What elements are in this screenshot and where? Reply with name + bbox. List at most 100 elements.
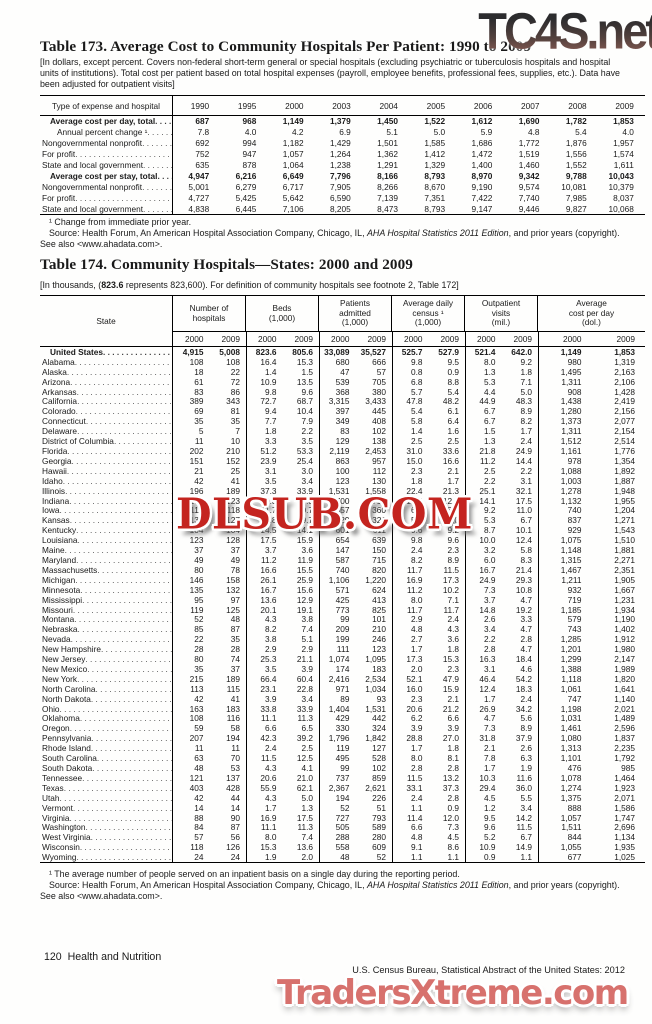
state-row: Alabama 108 108 16.4 15.3 680 666 9.8 9.… [40, 357, 645, 367]
state-row: North Dakota 42 41 3.9 3.4 89 93 2.3 2.1… [40, 694, 645, 704]
cell: 20.6 [392, 704, 429, 714]
cell: 215 [189, 673, 204, 684]
cell: 1,543 [614, 525, 635, 536]
state-row: Oklahoma 108 116 11.1 11.3 429 442 6.2 6… [40, 713, 645, 723]
cell: 147 [319, 545, 356, 555]
state-label-cell: Iowa [40, 505, 173, 516]
cell: 9,827 [565, 203, 587, 214]
state-label-cell: Idaho [40, 475, 173, 486]
dot-leader [65, 486, 172, 496]
cell: 7.3 [465, 585, 502, 595]
cell: 8,970 [471, 170, 493, 181]
cell: 639 [372, 535, 386, 546]
cell: 10,379 [608, 181, 634, 192]
cell: 1,782 [565, 116, 587, 127]
cell: 33.9 [296, 485, 313, 496]
cell: 15.9 [296, 535, 313, 546]
cell: 1.3 [465, 367, 502, 377]
cell: 26.9 [465, 704, 502, 714]
cell: 2,154 [614, 426, 635, 437]
cell: 428 [226, 782, 240, 793]
cell: 1,686 [471, 138, 493, 149]
cell: 2,271 [614, 554, 635, 565]
cell: 15.9 [442, 683, 459, 694]
cell: 4.3 [246, 614, 283, 624]
cell: 2,534 [365, 673, 386, 684]
cell: 1,586 [614, 802, 635, 813]
row-label-cell: Average cost per day, total [40, 116, 173, 127]
cell: 2.4 [392, 545, 429, 555]
cell: 9.2 [447, 525, 459, 536]
dot-leader [72, 456, 172, 466]
cell: 1,003 [538, 476, 592, 486]
state-row: Mississippi 95 97 13.6 12.9 425 413 8.0 … [40, 595, 645, 605]
state-name: Wisconsin [42, 842, 80, 853]
cell: 3.4 [465, 624, 502, 634]
cell: 1,404 [319, 704, 356, 714]
cell: 1,531 [365, 703, 386, 714]
cell: 47.8 [392, 396, 429, 406]
state-label-cell: Indiana [40, 495, 173, 506]
state-label-cell: Minnesota [40, 584, 173, 595]
cell: 21.4 [515, 564, 532, 575]
cell: 8.1 [447, 753, 459, 764]
cell: 66.4 [246, 674, 283, 684]
cell: 86 [230, 386, 240, 397]
cell: 8,205 [329, 203, 351, 214]
dot-leader [91, 733, 172, 743]
cell: 2.0 [301, 852, 313, 863]
cell: 17.5 [246, 535, 283, 545]
cell: 1,472 [471, 149, 493, 160]
cell: 56 [230, 832, 240, 843]
cell: 7.1 [447, 594, 459, 605]
cell: 1,837 [614, 733, 635, 744]
cell: 1,264 [329, 149, 351, 160]
cell: 4,947 [188, 170, 210, 181]
cell: 1,912 [614, 634, 635, 645]
cell: 425 [319, 595, 356, 605]
cell: 16.9 [246, 813, 283, 823]
cell: 152 [226, 455, 240, 466]
cell: 1,511 [538, 822, 592, 832]
state-name: Arkansas [42, 386, 77, 397]
state-row: Iowa 117 118 11.7 10.7 357 360 6.0 5.5 9… [40, 505, 645, 516]
cell: 1,558 [365, 485, 386, 496]
cell: 985 [621, 763, 635, 774]
cell: 3.5 [246, 664, 283, 674]
cell: 108 [226, 356, 240, 367]
dot-leader [60, 704, 172, 714]
cell: 1,055 [538, 842, 592, 852]
source-text: Source: Health Forum, An American Hospit… [49, 227, 368, 238]
page-footer-left: 120 Health and Nutrition [44, 951, 161, 963]
dot-leader [65, 545, 172, 555]
cell: 1.1 [447, 852, 459, 863]
cell: 1,842 [365, 733, 386, 744]
state-name: Alaska [42, 366, 67, 377]
cell: 15.3 [442, 654, 459, 665]
state-row: New Mexico 35 37 3.5 3.9 174 183 2.0 2.3… [40, 664, 645, 674]
cell: 7.4 [301, 624, 313, 635]
cell: 1.8 [447, 644, 459, 655]
cell: 1,905 [614, 574, 635, 585]
cell: 48 [230, 614, 240, 625]
cell: 9.2 [520, 356, 532, 367]
row-label: State and local government [42, 203, 144, 214]
cell: 61 [194, 376, 204, 387]
cell: 1,641 [614, 683, 635, 694]
cell: 210 [372, 624, 386, 635]
dot-leader [80, 842, 172, 852]
cell: 2.5 [447, 436, 459, 447]
cell: 31.8 [465, 733, 502, 743]
cell: 9.2 [465, 505, 502, 515]
source-text: , and prior years (copyright). See also … [40, 227, 620, 249]
cell: 8.9 [447, 554, 459, 565]
cell: 2,163 [614, 366, 635, 377]
cell: 1,299 [538, 654, 592, 664]
cell: 1.3 [301, 802, 313, 813]
cell: 2.5 [392, 436, 429, 446]
cell: 360 [372, 505, 386, 516]
cell: 9,147 [471, 203, 493, 214]
cell: 24 [194, 852, 204, 863]
table-row: Average cost per day, total 687 968 1,14… [40, 116, 645, 127]
cell: 0.8 [392, 367, 429, 377]
